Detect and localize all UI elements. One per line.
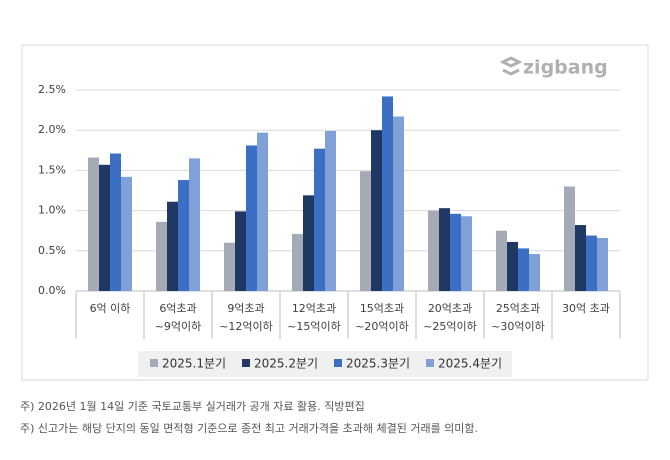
x-tick-label: ~12억이하: [219, 319, 273, 333]
bar: [597, 237, 608, 291]
logo: zigbang: [499, 56, 608, 79]
bar: [518, 248, 529, 291]
bar: [303, 195, 314, 291]
x-tick-label: ~30억이하: [491, 319, 545, 333]
y-tick-label: 1.0%: [38, 204, 66, 217]
bar: [88, 157, 99, 291]
x-tick-label: 6억 이하: [90, 301, 131, 315]
bar: [564, 186, 575, 291]
bar: [371, 130, 382, 291]
legend-label: 2025.4분기: [438, 357, 502, 371]
x-tick-label: 15억초과: [360, 302, 404, 315]
y-tick-label: 2.5%: [38, 83, 66, 96]
bar: [507, 241, 518, 291]
bar: [314, 148, 325, 291]
x-tick-label: 30억 초과: [562, 302, 610, 315]
bar: [439, 208, 450, 291]
x-tick-label: 20억초과: [428, 302, 472, 315]
legend-box: [138, 351, 512, 377]
bar: [586, 235, 597, 291]
bar: [292, 233, 303, 291]
y-tick-label: 0.0%: [38, 284, 66, 297]
legend-swatch: [334, 359, 342, 367]
legend-label: 2025.1분기: [162, 357, 226, 371]
bar: [575, 225, 586, 291]
bar: [450, 213, 461, 291]
legend-label: 2025.3분기: [346, 357, 410, 371]
y-tick-label: 1.5%: [38, 163, 66, 176]
bar: [121, 176, 132, 291]
bar: [496, 230, 507, 291]
bar: [167, 201, 178, 291]
logo-text: zigbang: [523, 57, 608, 79]
y-tick-label: 0.5%: [38, 244, 66, 257]
legend-swatch: [150, 359, 158, 367]
bar: [189, 158, 200, 291]
x-tick-label: 12억초과: [292, 302, 336, 315]
bar: [461, 216, 472, 291]
legend-label: 2025.2분기: [254, 357, 318, 371]
bar: [110, 153, 121, 291]
bar: [99, 164, 110, 291]
logo-icon: [499, 56, 523, 76]
bar: [235, 211, 246, 291]
x-tick-label: 25억초과: [496, 302, 540, 315]
bar: [178, 180, 189, 291]
footnote: 주) 신고가는 해당 단지의 동일 면적형 기준으로 종전 최고 거래가격을 초…: [20, 421, 478, 435]
legend-swatch: [426, 359, 434, 367]
x-tick-label: ~25억이하: [423, 319, 477, 333]
bar: [257, 132, 268, 291]
footnote: 주) 2026년 1월 14일 기준 국토교통부 실거래가 공개 자료 활용. …: [20, 399, 365, 413]
x-tick-label: ~20억이하: [355, 319, 409, 333]
x-tick-label: ~15억이하: [287, 319, 341, 333]
bar: [360, 171, 371, 291]
bar: [224, 242, 235, 291]
bar: [156, 221, 167, 291]
y-tick-label: 2.0%: [38, 123, 66, 136]
bar: [428, 210, 439, 291]
bar: [529, 254, 540, 291]
bar: [393, 116, 404, 291]
legend-swatch: [242, 359, 250, 367]
bar: [325, 131, 336, 291]
bar: [382, 96, 393, 291]
bar: [246, 145, 257, 291]
x-tick-label: 6억초과: [159, 302, 196, 315]
x-tick-label: 9억초과: [227, 302, 264, 315]
x-tick-label: ~9억이하: [155, 319, 202, 333]
